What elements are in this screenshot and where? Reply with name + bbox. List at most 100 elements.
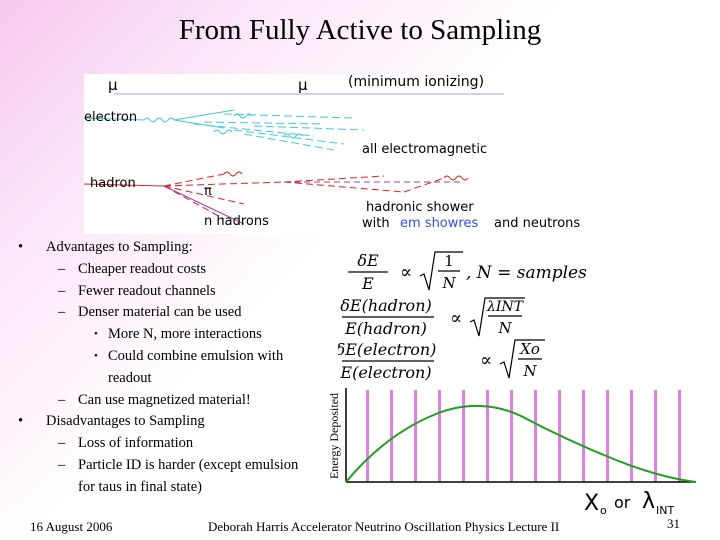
bullet-text: Particle ID is harder (except emulsion — [78, 456, 299, 473]
formula1-denominator: E — [361, 274, 374, 293]
formula3-denominator: E(electron) — [339, 363, 431, 382]
bullet-disadvantages: • Disadvantages to Sampling — [18, 411, 348, 433]
formula1-rhs-numerator: 1 — [444, 252, 454, 270]
mu-label-right: μ — [298, 76, 308, 94]
energy-deposit-plot: Energy Deposited X o or λ INT — [327, 388, 697, 517]
dash-marker: – — [58, 260, 66, 277]
n-hadrons-label: n hadrons — [204, 214, 269, 229]
bullet-more-n: • More N, more interactions — [18, 324, 348, 346]
xlabel-int: INT — [656, 504, 674, 517]
formula-electron: δE(electron) E(electron) ∝ Xo N — [338, 339, 545, 382]
bullet-text: Fewer readout channels — [78, 282, 216, 299]
em-showers-label: em showres — [400, 216, 479, 231]
bullet-text: readout — [108, 369, 152, 386]
sampling-layer-bar — [654, 390, 657, 482]
pi-label: π — [204, 184, 212, 199]
sampling-layer-bar — [486, 390, 489, 482]
bullet-marker: • — [18, 413, 24, 430]
formula3-numerator: δE(electron) — [338, 340, 436, 359]
all-em-label: all electromagnetic — [362, 142, 488, 157]
bullet-particle-id: – Particle ID is harder (except emulsion — [18, 455, 348, 477]
bullet-particle-id-cont: for taus in final state) — [18, 477, 348, 499]
dash-marker: – — [58, 391, 66, 408]
bullet-advantages: • Advantages to Sampling: — [18, 237, 348, 259]
formula1-numerator: δE — [357, 251, 379, 270]
formula2-denominator: E(hadron) — [344, 319, 427, 338]
dash-marker: – — [58, 435, 66, 452]
page-number: 31 — [667, 516, 680, 531]
bullet-magnetized: – Can use magnetized material! — [18, 390, 348, 412]
dash-marker: – — [58, 304, 66, 321]
sampling-layers — [366, 390, 681, 482]
mu-label-left: μ — [108, 76, 118, 94]
bullet-list: • Advantages to Sampling: – Cheaper readou… — [18, 237, 348, 499]
sqrt-sign — [499, 339, 545, 379]
proportional-symbol: ∝ — [450, 308, 462, 329]
formula1-rhs-denominator: N — [441, 274, 456, 292]
hadronic-shower-label: hadronic shower — [366, 200, 474, 215]
dot-marker: • — [94, 349, 98, 362]
sampling-layer-bar — [582, 390, 585, 482]
sampling-layer-bar — [678, 390, 681, 482]
min-ionizing-label: (minimum ionizing) — [348, 74, 485, 90]
xlabel-lambda: λ — [642, 489, 655, 514]
proportional-symbol: ∝ — [400, 262, 412, 283]
formula-hadron: δE(hadron) E(hadron) ∝ λINT N — [340, 296, 525, 338]
plot-ylabel: Energy Deposited — [327, 393, 341, 479]
xlabel-subscript-o: o — [600, 504, 607, 517]
bullet-text: Could combine emulsion with — [108, 347, 284, 364]
xlabel-x0: X — [584, 491, 599, 516]
xlabel-or: or — [614, 493, 631, 512]
sqrt-sign — [419, 251, 463, 291]
dash-marker: – — [58, 456, 66, 473]
bullet-text: Can use magnetized material! — [78, 391, 251, 408]
resolution-formulas: δE E ∝ 1 N , N = samples δE(hadron) E(ha… — [338, 251, 587, 382]
bullet-text: Disadvantages to Sampling — [46, 413, 205, 430]
sampling-layer-bar — [510, 390, 513, 482]
sampling-layer-bar — [414, 390, 417, 482]
formula2-numerator: δE(hadron) — [340, 296, 431, 315]
particle-tracks — [84, 74, 594, 234]
bullet-text: for taus in final state) — [78, 478, 203, 495]
formula-samples: δE E ∝ 1 N , N = samples — [348, 251, 587, 293]
particle-diagram: μ μ (minimum ionizing) electron all elec… — [84, 74, 594, 234]
bullet-marker: • — [18, 239, 24, 255]
formula3-rhs-numerator: Xo — [519, 340, 540, 358]
bullet-fewer: – Fewer readout channels — [18, 281, 348, 303]
sampling-layer-bar — [438, 390, 441, 482]
bullet-text: Loss of information — [78, 435, 194, 452]
hadron-shower — [84, 171, 469, 220]
bullet-cheaper: – Cheaper readout costs — [18, 259, 348, 281]
bullet-combine-cont: readout — [18, 368, 348, 390]
and-neutrons-label: and neutrons — [494, 216, 581, 231]
formula2-rhs-numerator: λINT — [486, 299, 525, 315]
sampling-layer-bar — [462, 390, 465, 482]
hadron-label: hadron — [90, 176, 136, 191]
sampling-layer-bar — [390, 390, 393, 482]
bullet-text: Cheaper readout costs — [78, 260, 207, 277]
formula2-rhs-denominator: N — [497, 319, 512, 337]
bullet-text: More N, more interactions — [108, 326, 262, 343]
energy-curve — [345, 405, 697, 483]
bullet-loss: – Loss of information — [18, 433, 348, 455]
sampling-layer-bar — [534, 390, 537, 482]
bullet-denser: – Denser material can be used — [18, 302, 348, 324]
dot-marker: • — [94, 328, 98, 341]
sampling-layer-bar — [366, 390, 369, 482]
electron-label: electron — [84, 110, 138, 125]
sqrt-sign — [469, 297, 525, 337]
footer-date: 16 August 2006 — [30, 519, 113, 534]
footer-presenter: Deborah Harris Accelerator Neutrino Osci… — [208, 519, 560, 534]
bullet-combine: • Could combine emulsion with — [18, 346, 348, 368]
with-label: with — [362, 216, 390, 231]
electron-shower — [84, 109, 365, 151]
sampling-layer-bar — [630, 390, 633, 482]
bullet-text: Advantages to Sampling: — [46, 239, 193, 255]
sampling-layer-bar — [606, 390, 609, 482]
formula3-rhs-denominator: N — [522, 362, 537, 380]
formula1-tail: , N = samples — [466, 263, 587, 283]
proportional-symbol: ∝ — [480, 350, 492, 371]
slide-title: From Fully Active to Sampling — [178, 14, 542, 46]
bullet-text: Denser material can be used — [78, 304, 242, 321]
dash-marker: – — [58, 282, 66, 299]
